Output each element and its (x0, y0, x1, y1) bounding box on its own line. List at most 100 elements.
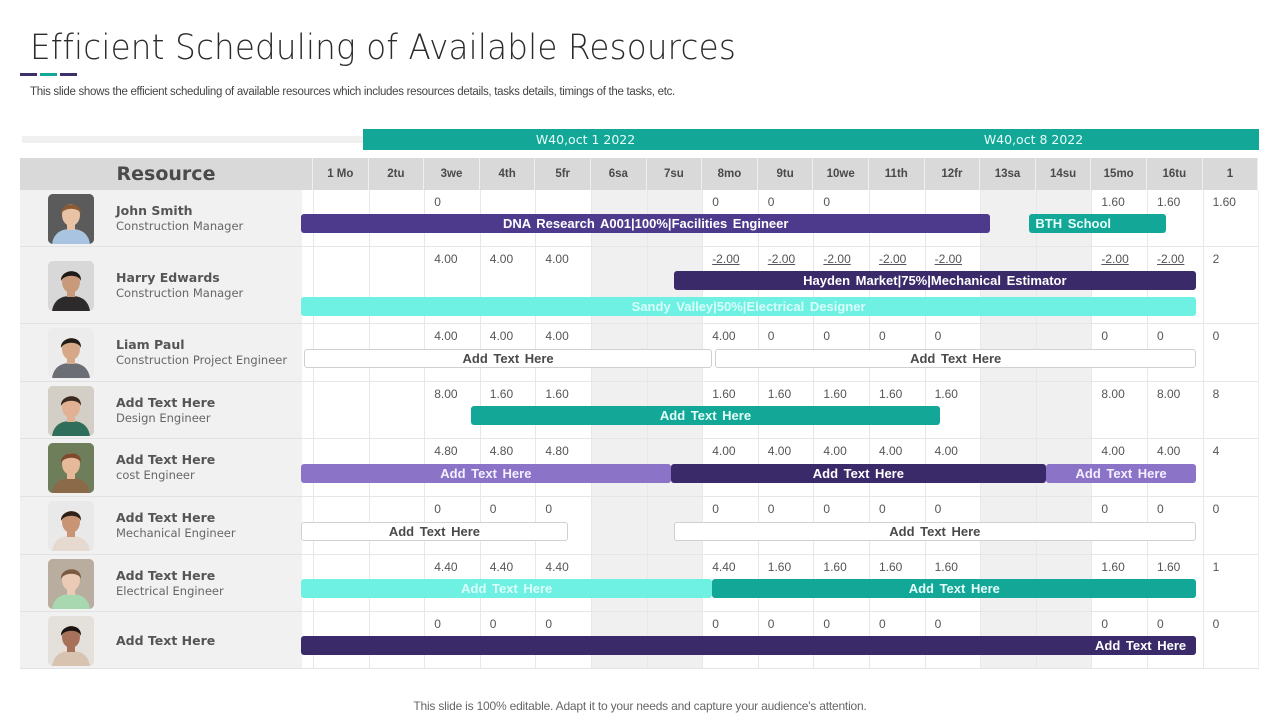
day-column-bg (813, 190, 869, 669)
task-bar[interactable]: Add Text Here (715, 349, 1197, 368)
day-column-bg (1147, 190, 1203, 669)
day-header: 8mo (702, 158, 758, 190)
task-bar[interactable]: Add Text Here (301, 522, 568, 541)
task-bar[interactable]: BTH School (1029, 214, 1166, 233)
day-column-bg (702, 190, 758, 669)
hours-value: 4.00 (434, 329, 458, 343)
week-band-2: W40,oct 8 2022 (808, 129, 1259, 150)
hours-value: 0 (545, 617, 553, 631)
row-divider (302, 246, 1258, 247)
page-subtitle: This slide shows the efficient schedulin… (30, 86, 675, 98)
avatar (48, 385, 94, 436)
hours-value: 1.60 (1157, 195, 1181, 209)
hours-value: 0 (1157, 329, 1164, 343)
hours-value: 4.40 (434, 560, 458, 574)
day-column-bg (368, 190, 425, 669)
resource-name: Add Text Here (116, 510, 216, 525)
hours-value: 4.00 (1101, 444, 1125, 458)
day-column-bg (869, 190, 925, 669)
task-bar[interactable]: Add Text Here (303, 349, 713, 368)
hours-value: 4.00 (434, 252, 458, 266)
hours-value: 0 (712, 195, 719, 209)
hours-value: 4.40 (545, 560, 569, 574)
avatar (48, 260, 94, 311)
task-bar[interactable]: Add Text Here (301, 464, 671, 483)
hours-value: 4.00 (545, 252, 569, 266)
day-header: 14su (1035, 158, 1092, 190)
hours-value: 0 (545, 502, 553, 516)
table-right-edge (1258, 190, 1259, 670)
hours-value: 4.40 (712, 560, 736, 574)
day-column-bg (1091, 190, 1147, 669)
resource-name: John Smith (116, 202, 193, 218)
hours-value: 4.00 (712, 444, 736, 458)
footer-note: This slide is 100% editable. Adapt it to… (413, 699, 867, 713)
person-photo-icon (48, 615, 94, 666)
person-photo-icon (48, 260, 94, 311)
row-divider (302, 668, 1258, 669)
task-bar[interactable]: Add Text Here (670, 464, 1047, 483)
hours-value: 8 (1212, 387, 1220, 401)
day-header: 6sa (591, 158, 647, 190)
week-band-1: W40,oct 1 2022 (363, 129, 808, 150)
task-bar[interactable]: Hayden Market|75%|Mechanical Estimator (673, 271, 1197, 290)
avatar (48, 328, 94, 378)
title-accent-line-1 (20, 73, 37, 76)
hours-value: 0 (934, 617, 942, 631)
day-header: 3we (424, 158, 480, 190)
hours-value: 8.00 (1101, 387, 1125, 401)
day-column-bg (1202, 190, 1259, 669)
task-bar[interactable]: Sandy Valley|50%|Electrical Designer (301, 297, 1197, 316)
hours-value: 4.00 (489, 329, 514, 343)
resource-name: Harry Edwards (116, 269, 220, 285)
task-bar[interactable]: Add Text Here (301, 636, 1197, 655)
row-divider (302, 496, 1258, 497)
task-bar[interactable]: Add Text Here (301, 579, 713, 598)
hours-value: 0 (1212, 502, 1220, 516)
page-title: Efficient Scheduling of Available Resour… (30, 28, 736, 68)
resource-role: Design Engineer (116, 410, 211, 425)
hours-value: 0 (823, 195, 831, 209)
person-photo-icon (48, 193, 94, 244)
day-header: 13sa (980, 158, 1036, 190)
hours-value: 1.60 (934, 560, 958, 574)
resource-name: Add Text Here (116, 632, 216, 648)
day-header: 1 (1202, 158, 1259, 190)
hours-value: 0 (767, 195, 775, 209)
hours-value: 0 (434, 195, 441, 209)
resource-name: Add Text Here (116, 452, 216, 467)
hours-value: 0 (1157, 502, 1164, 516)
row-divider (302, 438, 1258, 439)
resource-role: Construction Project Engineer (116, 353, 288, 367)
hours-value: 0 (712, 502, 719, 516)
person-photo-icon (48, 558, 94, 609)
day-header: 2tu (368, 158, 425, 190)
task-bar[interactable]: Add Text Here (470, 406, 941, 425)
task-bar[interactable]: DNA Research A001|100%|Facilities Engine… (301, 214, 991, 233)
day-column-bg (757, 190, 814, 669)
task-bar[interactable]: Add Text Here (712, 579, 1197, 598)
hours-value: -2.00 (712, 252, 740, 266)
hours-value: 1.60 (767, 387, 792, 401)
person-photo-icon (48, 501, 94, 551)
avatar (48, 193, 94, 244)
hours-value: 4.00 (712, 329, 736, 343)
avatar (48, 501, 94, 551)
hours-value: 4.00 (879, 444, 903, 458)
hours-value: 0 (767, 329, 775, 343)
resource-role: Construction Manager (116, 285, 244, 300)
day-header: 12fr (924, 158, 981, 190)
task-bar[interactable]: Add Text Here (1046, 464, 1197, 483)
hours-value: 0 (767, 502, 775, 516)
hours-value: 0 (934, 502, 942, 516)
hours-value: 0 (879, 502, 886, 516)
task-bar[interactable]: Add Text Here (673, 522, 1197, 541)
hours-value: 0 (489, 617, 497, 631)
day-header: 4th (479, 158, 536, 190)
avatar (48, 615, 94, 666)
hours-value: 0 (434, 617, 441, 631)
hours-value: 1.60 (879, 560, 903, 574)
day-header: 5fr (535, 158, 591, 190)
hours-value: 1.60 (934, 387, 958, 401)
title-accent-line-3 (60, 73, 77, 76)
